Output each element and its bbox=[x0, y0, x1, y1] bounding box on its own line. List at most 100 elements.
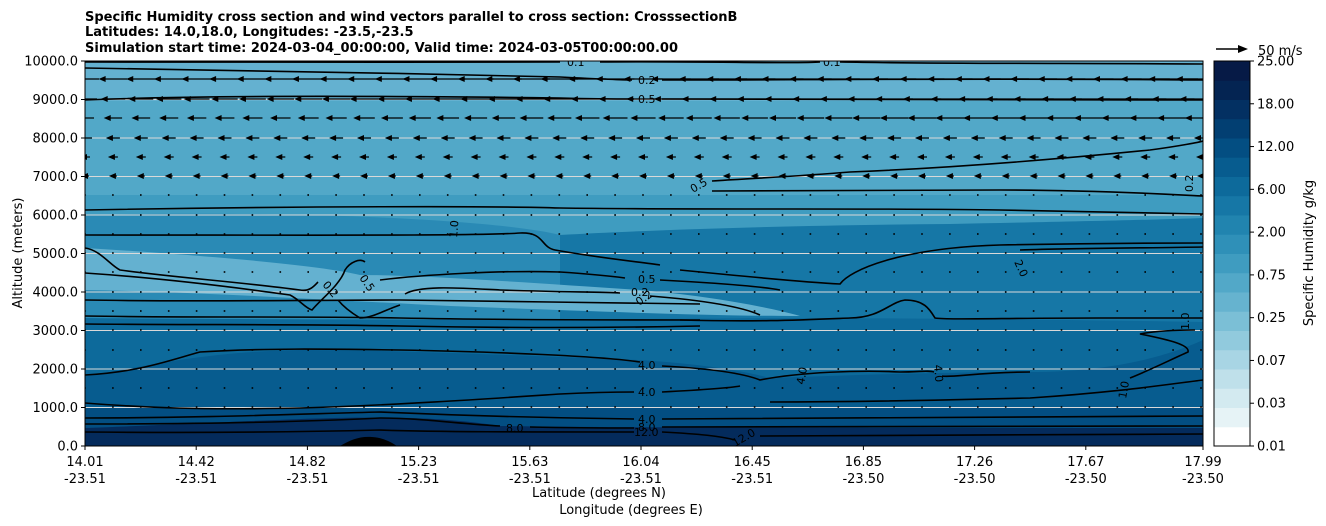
wind-vector bbox=[665, 154, 676, 160]
wind-vector bbox=[112, 271, 114, 273]
wind-vector bbox=[85, 117, 94, 119]
wind-vector bbox=[446, 406, 449, 408]
wind-vector bbox=[163, 154, 174, 160]
colorbar-segment bbox=[1214, 195, 1250, 216]
wind-vector bbox=[824, 115, 853, 121]
wind-vector bbox=[586, 387, 588, 389]
wind-vector bbox=[610, 154, 621, 160]
wind-vector bbox=[446, 233, 449, 235]
wind-vector bbox=[1200, 233, 1202, 235]
wind-vector bbox=[893, 271, 895, 273]
wind-vector bbox=[809, 194, 812, 196]
wind-vector bbox=[921, 349, 923, 351]
wind-vector bbox=[470, 154, 481, 160]
wind-vector bbox=[977, 194, 979, 196]
wind-vector bbox=[419, 310, 421, 312]
wind-vector bbox=[921, 214, 923, 216]
colorbar-tick-label: 0.03 bbox=[1257, 397, 1286, 412]
wind-vector bbox=[1200, 406, 1202, 408]
x-tick-label-lon: -23.51 bbox=[731, 472, 773, 487]
wind-vector bbox=[586, 271, 588, 273]
wind-vector bbox=[862, 173, 871, 179]
wind-vector bbox=[307, 233, 309, 235]
wind-vector bbox=[251, 214, 254, 216]
wind-vector bbox=[167, 271, 170, 273]
wind-vector bbox=[725, 387, 728, 389]
wind-vector bbox=[223, 291, 226, 293]
wind-vector bbox=[325, 115, 347, 121]
wind-vector bbox=[1060, 194, 1063, 196]
wind-vector bbox=[167, 214, 170, 216]
wind-vector bbox=[749, 154, 760, 160]
wind-vector bbox=[670, 368, 672, 370]
wind-vector bbox=[85, 98, 97, 100]
wind-vector bbox=[602, 115, 628, 121]
wind-vector bbox=[781, 406, 784, 408]
wind-vector bbox=[335, 291, 337, 293]
wind-vector bbox=[586, 368, 588, 370]
wind-vector bbox=[1144, 406, 1146, 408]
wind-vector bbox=[1004, 349, 1007, 351]
wind-vector bbox=[642, 349, 644, 351]
wind-vector bbox=[1018, 115, 1049, 121]
wind-vector bbox=[294, 96, 323, 102]
wind-vector bbox=[419, 387, 421, 389]
wind-vector bbox=[1144, 310, 1146, 312]
wind-vector bbox=[1088, 271, 1091, 273]
wind-vector bbox=[698, 310, 700, 312]
wind-vector bbox=[307, 271, 309, 273]
wind-vector bbox=[464, 115, 488, 121]
wind-vector bbox=[353, 115, 375, 121]
wind-vector bbox=[108, 173, 117, 179]
wind-vector bbox=[949, 233, 951, 235]
x-tick-label-lon: -23.50 bbox=[1065, 472, 1107, 487]
wind-vector bbox=[949, 310, 951, 312]
wind-vector bbox=[642, 252, 644, 254]
wind-vector bbox=[1116, 310, 1119, 312]
colorbar-label: Specific Humidity g/kg bbox=[1302, 180, 1317, 326]
wind-vector bbox=[279, 214, 282, 216]
wind-vector bbox=[140, 406, 142, 408]
wind-vector bbox=[251, 368, 254, 370]
contour-4.0-c bbox=[769, 379, 1203, 403]
wind-vector bbox=[335, 349, 337, 351]
wind-vector bbox=[1046, 115, 1077, 121]
wind-vector bbox=[1088, 387, 1091, 389]
wind-vector bbox=[1116, 387, 1119, 389]
contour-1.0-mid bbox=[85, 232, 1203, 285]
wind-vector bbox=[140, 368, 142, 370]
wind-vector bbox=[809, 406, 812, 408]
colorbar-segment bbox=[1214, 292, 1250, 312]
wind-vector bbox=[921, 291, 923, 293]
wind-vector bbox=[670, 387, 672, 389]
wind-vector bbox=[432, 96, 463, 102]
wind-vector bbox=[474, 310, 477, 312]
wind-vector bbox=[796, 115, 825, 121]
wind-vector bbox=[1144, 194, 1146, 196]
wind-vector bbox=[809, 387, 812, 389]
wind-vector bbox=[140, 387, 142, 389]
wind-vector bbox=[1116, 271, 1119, 273]
wind-vector bbox=[1166, 135, 1181, 141]
wind-vector bbox=[446, 329, 449, 331]
wind-vector bbox=[775, 135, 790, 141]
x-tick-label-lon: -23.50 bbox=[1182, 472, 1224, 487]
wind-vector bbox=[297, 115, 319, 121]
wind-vector bbox=[586, 194, 588, 196]
wind-vector bbox=[335, 368, 337, 370]
wind-vector bbox=[865, 214, 867, 216]
wind-vector bbox=[769, 115, 796, 121]
contour-label-12.0-a: 12.0 bbox=[634, 426, 659, 439]
wind-vector bbox=[526, 154, 537, 160]
wind-vector bbox=[1144, 368, 1146, 370]
wind-vector bbox=[167, 406, 170, 408]
wind-vector bbox=[436, 115, 460, 121]
wind-vector bbox=[276, 173, 285, 179]
wind-vector bbox=[359, 154, 369, 160]
wind-vector bbox=[586, 214, 588, 216]
wind-vector bbox=[85, 173, 89, 179]
wind-vector bbox=[223, 406, 226, 408]
wind-vector bbox=[363, 194, 365, 196]
wind-vector bbox=[307, 349, 309, 351]
wind-vector bbox=[949, 194, 951, 196]
